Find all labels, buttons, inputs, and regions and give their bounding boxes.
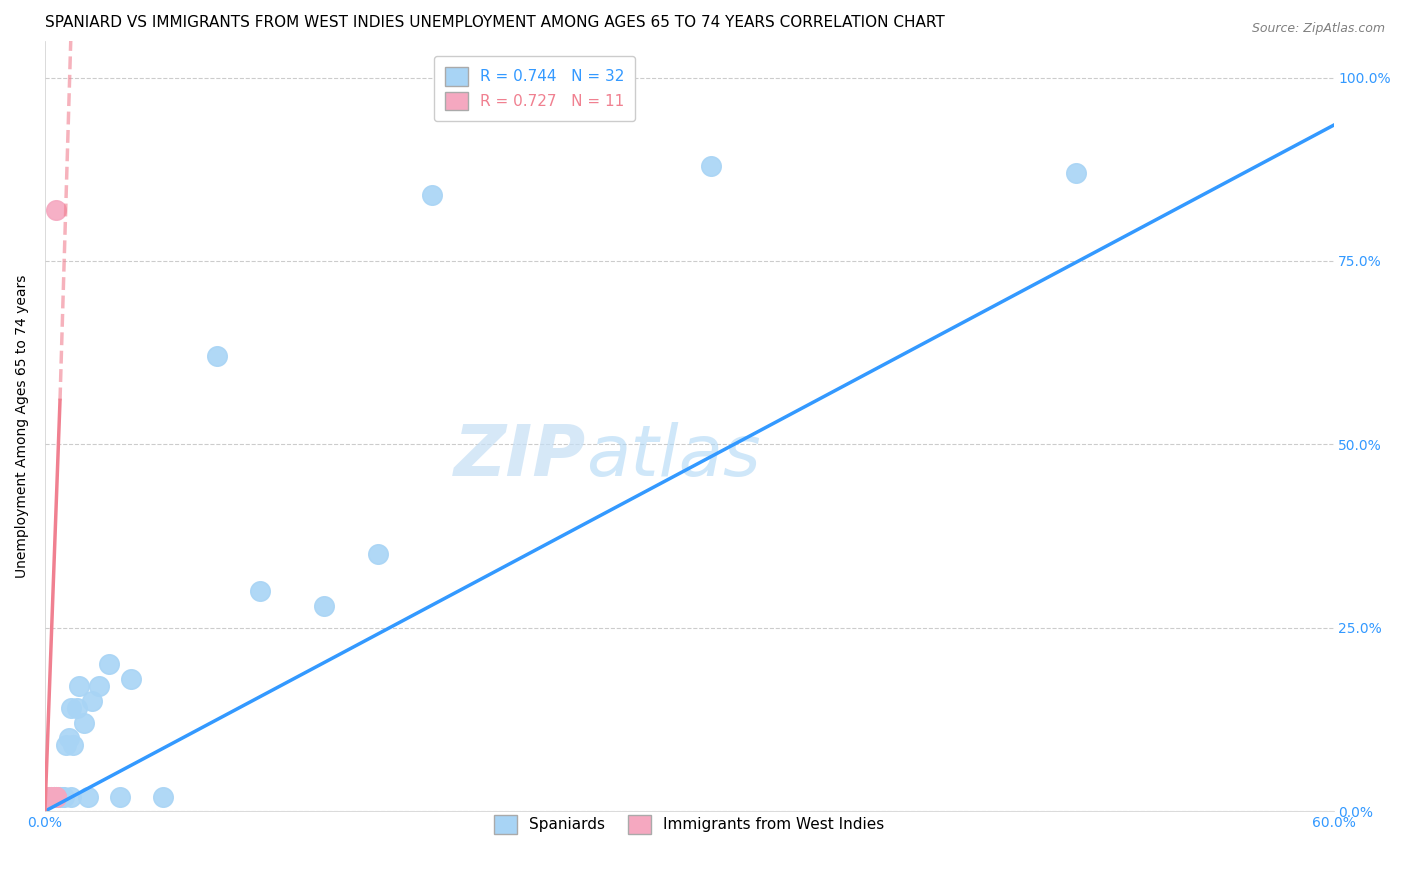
Point <box>41 789 63 804</box>
Point <box>152 789 174 804</box>
Point <box>46 789 69 804</box>
Point <box>87 680 110 694</box>
Point <box>58 731 80 745</box>
Text: ZIP: ZIP <box>454 422 586 491</box>
Text: atlas: atlas <box>586 422 761 491</box>
Point <box>38 789 60 804</box>
Point <box>45 202 67 217</box>
Y-axis label: Unemployment Among Ages 65 to 74 years: Unemployment Among Ages 65 to 74 years <box>15 275 30 578</box>
Point <box>66 701 89 715</box>
Point <box>420 188 443 202</box>
Point <box>41 789 63 804</box>
Point <box>314 599 336 613</box>
Point <box>45 789 67 804</box>
Point <box>249 584 271 599</box>
Point <box>53 789 76 804</box>
Point <box>82 694 104 708</box>
Point <box>205 349 228 363</box>
Point <box>46 789 69 804</box>
Legend: Spaniards, Immigrants from West Indies: Spaniards, Immigrants from West Indies <box>482 803 897 846</box>
Point <box>72 716 94 731</box>
Point <box>45 789 67 804</box>
Point <box>59 701 82 715</box>
Point <box>45 789 67 804</box>
Point <box>55 738 77 752</box>
Point <box>59 789 82 804</box>
Point <box>120 672 142 686</box>
Point <box>42 789 65 804</box>
Point <box>62 738 84 752</box>
Point <box>45 789 67 804</box>
Point <box>108 789 131 804</box>
Point <box>42 789 65 804</box>
Point <box>98 657 121 672</box>
Point <box>77 789 100 804</box>
Point <box>42 789 65 804</box>
Point <box>1064 166 1087 180</box>
Text: SPANIARD VS IMMIGRANTS FROM WEST INDIES UNEMPLOYMENT AMONG AGES 65 TO 74 YEARS C: SPANIARD VS IMMIGRANTS FROM WEST INDIES … <box>45 15 945 30</box>
Text: Source: ZipAtlas.com: Source: ZipAtlas.com <box>1251 22 1385 36</box>
Point <box>41 789 63 804</box>
Point <box>367 548 389 562</box>
Point <box>38 789 60 804</box>
Point <box>67 680 90 694</box>
Point <box>42 789 65 804</box>
Point <box>42 789 65 804</box>
Point <box>49 789 72 804</box>
Point <box>51 789 73 804</box>
Point <box>49 789 72 804</box>
Point <box>699 159 721 173</box>
